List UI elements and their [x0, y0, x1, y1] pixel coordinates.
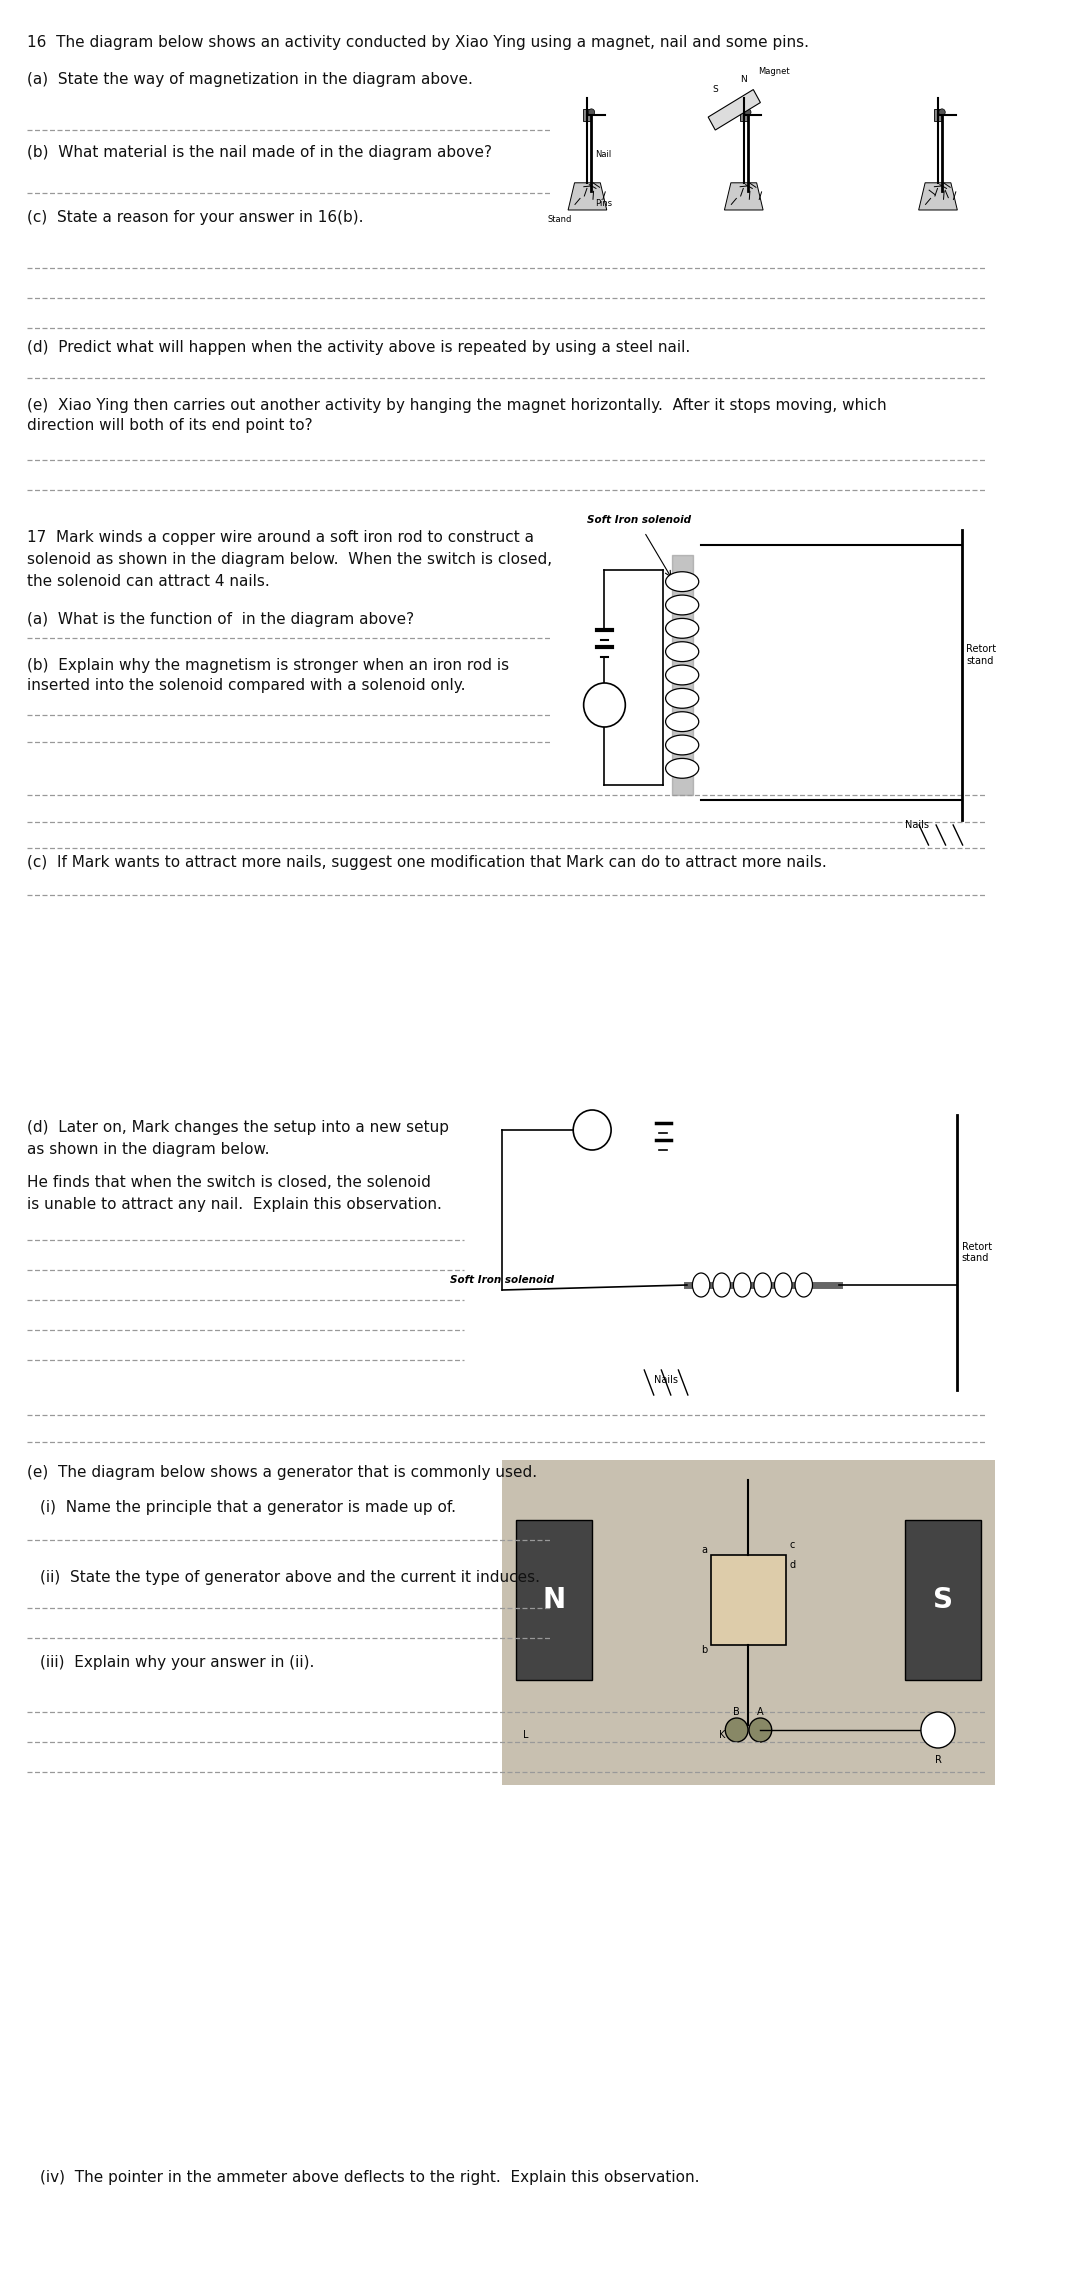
Ellipse shape: [666, 688, 699, 709]
Text: Pins: Pins: [595, 200, 612, 209]
Text: as shown in the diagram below.: as shown in the diagram below.: [27, 1143, 269, 1156]
Text: 17  Mark winds a copper wire around a soft iron rod to construct a: 17 Mark winds a copper wire around a sof…: [27, 529, 534, 545]
Text: (d)  Predict what will happen when the activity above is repeated by using a ste: (d) Predict what will happen when the ac…: [27, 341, 690, 354]
Text: is unable to attract any nail.  Explain this observation.: is unable to attract any nail. Explain t…: [27, 1197, 441, 1211]
Polygon shape: [568, 182, 607, 209]
Circle shape: [725, 1718, 748, 1743]
Text: (e)  Xiao Ying then carries out another activity by hanging the magnet horizonta: (e) Xiao Ying then carries out another a…: [27, 398, 886, 414]
Bar: [905, 1520, 981, 1679]
Ellipse shape: [734, 1272, 751, 1297]
Text: N: N: [740, 75, 748, 84]
Text: L: L: [523, 1729, 528, 1740]
Bar: [708, 89, 760, 130]
Ellipse shape: [692, 1272, 710, 1297]
Bar: [503, 1461, 995, 1786]
Text: Nails: Nails: [654, 1375, 677, 1386]
Text: R: R: [934, 1724, 941, 1736]
Ellipse shape: [666, 618, 699, 638]
Text: S: S: [933, 1586, 953, 1613]
Text: c: c: [789, 1540, 794, 1550]
Text: inserted into the solenoid compared with a solenoid only.: inserted into the solenoid compared with…: [27, 677, 465, 693]
Ellipse shape: [666, 595, 699, 616]
Text: (c)  If Mark wants to attract more nails, suggest one modification that Mark can: (c) If Mark wants to attract more nails,…: [27, 854, 826, 870]
Text: R: R: [935, 1754, 941, 1765]
Text: A: A: [588, 1125, 596, 1136]
Ellipse shape: [712, 1272, 731, 1297]
Text: Retort
stand: Retort stand: [966, 645, 997, 666]
Text: (b)  Explain why the magnetism is stronger when an iron rod is: (b) Explain why the magnetism is stronge…: [27, 659, 509, 673]
Text: Magnet: Magnet: [758, 68, 789, 77]
Text: Stand: Stand: [547, 216, 572, 225]
Text: Soft Iron solenoid: Soft Iron solenoid: [588, 516, 691, 525]
Text: A: A: [600, 698, 609, 711]
Ellipse shape: [666, 736, 699, 754]
Bar: [740, 109, 748, 120]
Text: solenoid as shown in the diagram below.  When the switch is closed,: solenoid as shown in the diagram below. …: [27, 552, 552, 568]
Ellipse shape: [666, 759, 699, 779]
Text: the solenoid can attract 4 nails.: the solenoid can attract 4 nails.: [27, 575, 269, 588]
Ellipse shape: [666, 711, 699, 732]
Ellipse shape: [666, 573, 699, 591]
Text: b: b: [702, 1645, 708, 1654]
Bar: [934, 109, 943, 120]
Ellipse shape: [754, 1272, 771, 1297]
Polygon shape: [724, 182, 764, 209]
Circle shape: [584, 684, 625, 727]
Text: (b)  What material is the nail made of in the diagram above?: (b) What material is the nail made of in…: [27, 145, 492, 159]
Text: d: d: [789, 1561, 796, 1570]
Text: direction will both of its end point to?: direction will both of its end point to?: [27, 418, 312, 434]
Bar: [517, 1520, 592, 1679]
Text: (e)  The diagram below shows a generator that is commonly used.: (e) The diagram below shows a generator …: [27, 1465, 537, 1479]
Bar: [710, 1554, 786, 1645]
Text: A: A: [757, 1706, 764, 1718]
Text: Soft Iron solenoid: Soft Iron solenoid: [450, 1275, 554, 1286]
Bar: [584, 109, 591, 120]
Text: K: K: [719, 1729, 725, 1740]
Ellipse shape: [666, 641, 699, 661]
Text: (iii)  Explain why your answer in (ii).: (iii) Explain why your answer in (ii).: [39, 1654, 314, 1670]
Text: Nail: Nail: [595, 150, 611, 159]
Text: (iv)  The pointer in the ammeter above deflects to the right.  Explain this obse: (iv) The pointer in the ammeter above de…: [39, 2170, 700, 2186]
Text: 16  The diagram below shows an activity conducted by Xiao Ying using a magnet, n: 16 The diagram below shows an activity c…: [27, 34, 808, 50]
Ellipse shape: [666, 666, 699, 684]
Text: S: S: [712, 86, 718, 95]
Circle shape: [744, 109, 751, 116]
Text: (i)  Name the principle that a generator is made up of.: (i) Name the principle that a generator …: [39, 1500, 456, 1515]
Circle shape: [921, 1713, 955, 1747]
Circle shape: [573, 1111, 611, 1150]
Circle shape: [749, 1718, 772, 1743]
Text: (a)  What is the function of  in the diagram above?: (a) What is the function of in the diagr…: [27, 611, 413, 627]
Text: B: B: [734, 1706, 740, 1718]
Circle shape: [588, 109, 594, 116]
Ellipse shape: [774, 1272, 792, 1297]
Text: He finds that when the switch is closed, the solenoid: He finds that when the switch is closed,…: [27, 1175, 430, 1191]
Text: N: N: [543, 1586, 566, 1613]
Circle shape: [938, 109, 946, 116]
Text: Nails: Nails: [905, 820, 929, 829]
Text: (d)  Later on, Mark changes the setup into a new setup: (d) Later on, Mark changes the setup int…: [27, 1120, 448, 1136]
Ellipse shape: [796, 1272, 813, 1297]
Text: (ii)  State the type of generator above and the current it induces.: (ii) State the type of generator above a…: [39, 1570, 540, 1586]
Text: Retort
stand: Retort stand: [962, 1243, 992, 1263]
Text: (c)  State a reason for your answer in 16(b).: (c) State a reason for your answer in 16…: [27, 209, 363, 225]
Text: (a)  State the way of magnetization in the diagram above.: (a) State the way of magnetization in th…: [27, 73, 473, 86]
Text: a: a: [702, 1545, 708, 1554]
Polygon shape: [919, 182, 957, 209]
